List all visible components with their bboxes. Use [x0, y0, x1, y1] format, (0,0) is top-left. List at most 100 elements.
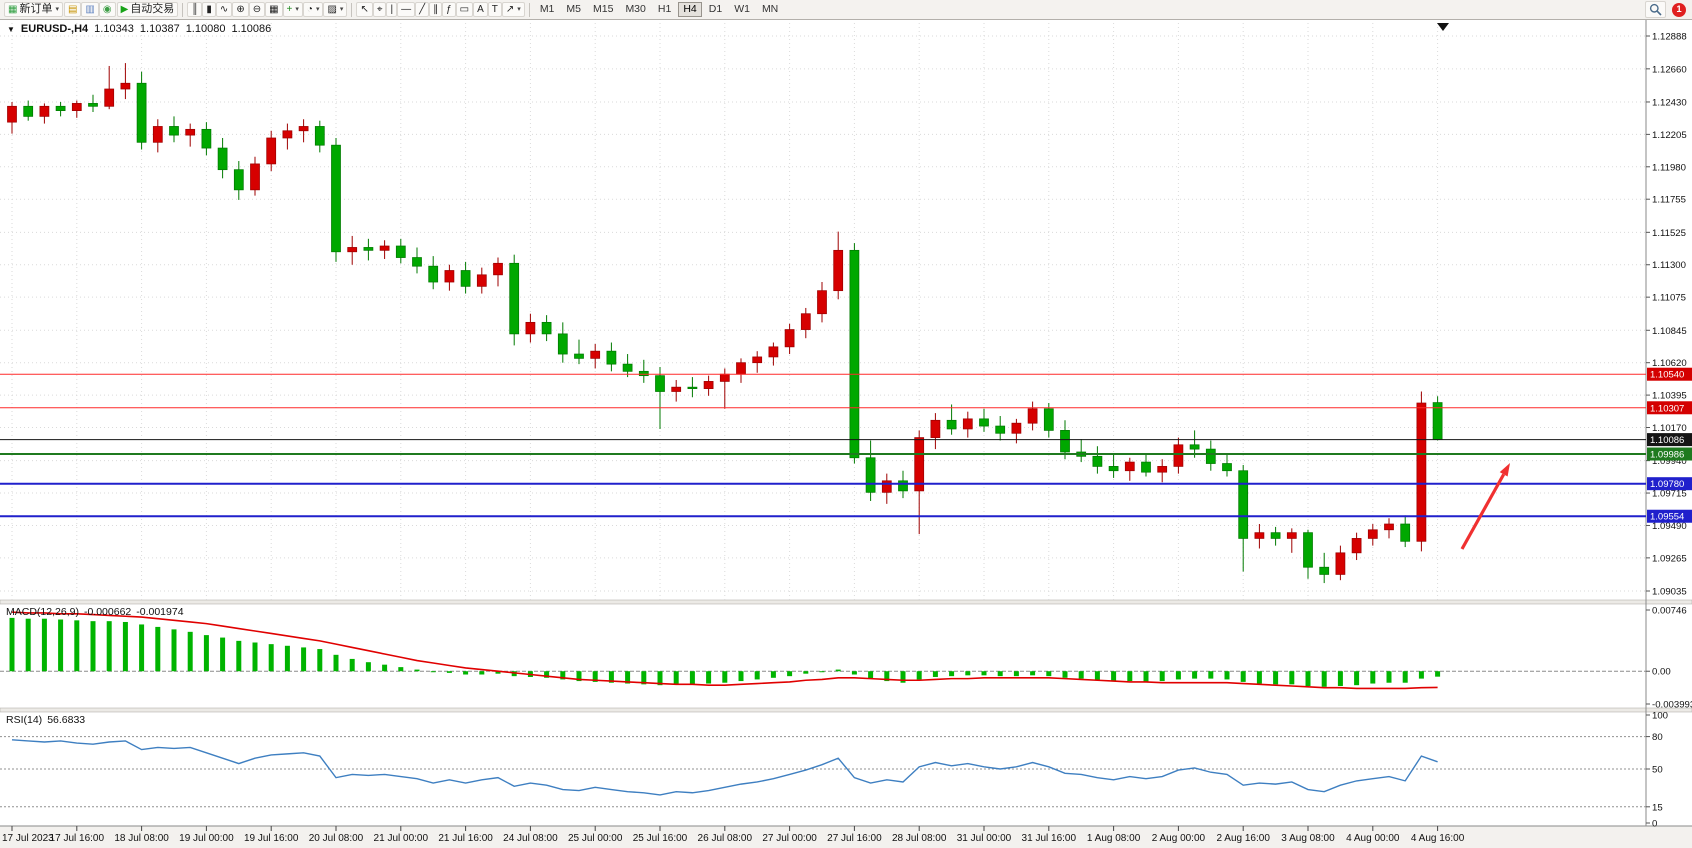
macd-histogram-bar: [981, 671, 987, 676]
price-tag-label: 1.10540: [1650, 370, 1684, 381]
candlestick-chart-button[interactable]: ▮: [202, 2, 216, 17]
vertical-line-button[interactable]: |: [386, 2, 398, 17]
timeframe-m30-button[interactable]: M30: [620, 2, 650, 17]
periods-button[interactable]: ◔ ▾: [302, 2, 324, 17]
candle-body: [1254, 532, 1265, 539]
candle-body: [7, 105, 17, 123]
cursor-button[interactable]: ↖: [356, 2, 373, 17]
search-button[interactable]: [1645, 1, 1666, 18]
timeframe-h1-button[interactable]: H1: [653, 2, 676, 17]
data-window-icon: ◉: [102, 3, 112, 15]
macd-histogram-bar: [284, 645, 290, 672]
macd-histogram-bar: [349, 658, 355, 672]
notification-badge[interactable]: 1: [1672, 2, 1686, 17]
ohlc-high: 1.10387: [139, 23, 180, 35]
timeframe-m15-button[interactable]: M15: [588, 2, 618, 17]
ohlc-close: 1.10086: [231, 23, 272, 35]
templates-button[interactable]: ▨ ▾: [323, 2, 348, 17]
timeframe-m5-button[interactable]: M5: [561, 2, 586, 17]
timeframe-w1-button[interactable]: W1: [729, 2, 755, 17]
time-axis-label: 21 Jul 00:00: [374, 833, 429, 844]
cursor-icon: ↖: [360, 3, 369, 15]
macd-histogram-bar: [1418, 671, 1424, 679]
chart-shift-marker[interactable]: [1437, 23, 1449, 31]
time-axis-label: 28 Jul 08:00: [892, 833, 947, 844]
candle-body: [1173, 444, 1184, 467]
autotrading-button[interactable]: ▶ 自动交易: [116, 2, 179, 17]
zoom-in-button[interactable]: ⊕: [232, 2, 249, 17]
indicators-button[interactable]: + ▾: [282, 2, 303, 17]
price-axis-label: 1.10395: [1652, 391, 1687, 402]
panel-divider[interactable]: [0, 599, 1692, 605]
candle-body: [298, 126, 309, 132]
trendline-button[interactable]: ╱: [415, 2, 430, 17]
macd-histogram-bar: [317, 649, 323, 672]
text-label-icon: T: [491, 3, 498, 15]
price-axis-label: 1.12660: [1652, 64, 1687, 75]
candle-body: [930, 419, 941, 438]
candle-body: [201, 128, 212, 149]
candle-body: [1238, 470, 1249, 539]
arrows-icon: ↗: [505, 3, 515, 15]
data-window-button[interactable]: ◉: [98, 2, 116, 17]
candle-body: [233, 169, 244, 191]
macd-histogram-bar: [479, 671, 485, 675]
macd-histogram-bar: [738, 671, 744, 682]
crosshair-icon: ⌖: [376, 3, 383, 15]
macd-histogram-bar: [333, 654, 339, 672]
macd-histogram-bar: [236, 640, 242, 672]
candle-body: [703, 381, 714, 389]
new-order-icon: ▦: [8, 3, 18, 15]
line-chart-button[interactable]: ∿: [215, 2, 233, 17]
candle-body: [541, 321, 552, 335]
new-order-button[interactable]: ▦ 新订单 ▾: [4, 2, 63, 17]
macd-histogram-bar: [884, 671, 890, 682]
horizontal-line-button[interactable]: —: [397, 2, 416, 17]
shapes-button[interactable]: ▭: [455, 2, 474, 17]
macd-histogram-bar: [1289, 671, 1295, 685]
macd-histogram-bar: [122, 621, 128, 672]
macd-histogram-bar: [770, 671, 776, 678]
charts-button[interactable]: ▤: [63, 2, 82, 17]
symbol-menu-icon[interactable]: ▼: [7, 24, 15, 34]
candle-body: [768, 346, 779, 358]
zoom-out-button[interactable]: ⊖: [248, 2, 266, 17]
candle-body: [1092, 455, 1103, 467]
price-tag-label: 1.09780: [1650, 479, 1684, 490]
macd-histogram-bar: [1175, 671, 1181, 680]
arrows-button[interactable]: ↗ ▾: [501, 2, 525, 17]
new-order-label: 新订单: [19, 3, 53, 15]
fibonacci-button[interactable]: ƒ: [442, 2, 456, 17]
text-button[interactable]: A: [473, 2, 488, 17]
price-tag: [1647, 433, 1692, 447]
macd-histogram-bar: [868, 671, 874, 679]
chevron-down-icon: ▾: [315, 6, 320, 13]
macd-histogram-bar: [1256, 671, 1262, 684]
timeframe-h4-button[interactable]: H4: [678, 2, 702, 17]
macd-histogram-bar: [835, 669, 841, 672]
timeframe-mn-button[interactable]: MN: [757, 2, 783, 17]
macd-histogram-bar: [1208, 671, 1214, 679]
macd-histogram-bar: [803, 671, 809, 674]
price-axis-label: 1.09715: [1652, 489, 1687, 500]
price-axis-label: 1.09035: [1652, 587, 1687, 598]
price-tag: [1647, 509, 1692, 523]
crosshair-button[interactable]: ⌖: [372, 2, 387, 17]
macd-histogram-bar: [560, 671, 566, 680]
candle-body: [88, 103, 98, 107]
macd-histogram-bar: [932, 671, 938, 677]
profiles-button[interactable]: ▥: [81, 2, 99, 17]
timeframe-m1-button[interactable]: M1: [535, 2, 560, 17]
ohlc-open: 1.10343: [94, 23, 134, 35]
timeframe-d1-button[interactable]: D1: [704, 2, 727, 17]
channel-button[interactable]: ∥: [429, 2, 443, 17]
panel-divider[interactable]: [0, 707, 1692, 713]
macd-histogram-bar: [754, 671, 760, 680]
macd-histogram-bar: [1013, 671, 1019, 677]
bar-chart-button[interactable]: ║: [187, 2, 203, 17]
text-label-button[interactable]: T: [487, 2, 502, 17]
buy-signal-arrow[interactable]: [1460, 473, 1506, 550]
tile-windows-button[interactable]: ▦: [265, 2, 283, 17]
candle-body: [347, 247, 358, 253]
candle-body: [671, 386, 682, 392]
